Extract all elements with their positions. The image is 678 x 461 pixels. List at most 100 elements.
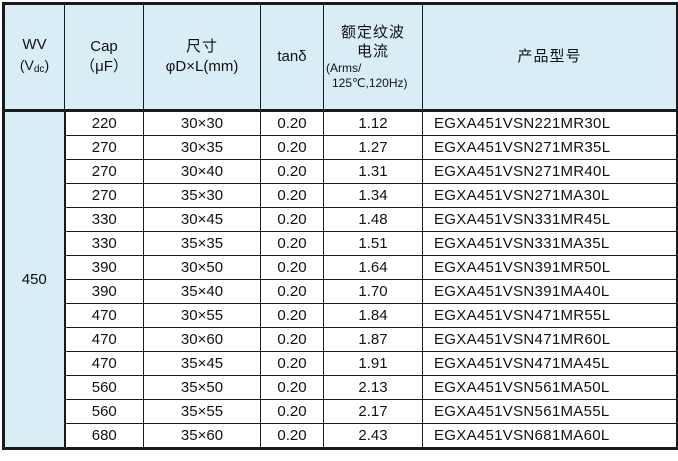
- size-cell: 35×50: [143, 375, 261, 400]
- size-cell: 30×50: [143, 255, 261, 280]
- model-number-cell: EGXA451VSN471MR60L: [422, 327, 678, 352]
- size-cell: 30×55: [143, 303, 261, 328]
- size-cell: 30×35: [143, 135, 261, 160]
- header-wv-line1: WV: [22, 35, 47, 53]
- size-cell: 35×35: [143, 231, 261, 256]
- cap-cell: 560: [64, 375, 144, 400]
- cap-cell: 270: [64, 135, 144, 160]
- header-ripple-line3: (Arms/: [326, 61, 362, 75]
- model-number-cell: EGXA451VSN391MR50L: [422, 255, 678, 280]
- header-tand-label: tanδ: [277, 48, 307, 65]
- table-row: 560 35×50 0.20 2.13 EGXA451VSN561MA50L: [4, 375, 678, 400]
- ripple-current-cell: 1.87: [323, 327, 423, 352]
- header-size-line1: 尺寸: [185, 38, 218, 55]
- header-cap-line1: Cap: [90, 38, 118, 55]
- model-number-cell: EGXA451VSN271MA30L: [422, 183, 678, 208]
- header-ripple-line4: 125℃,120Hz): [332, 76, 408, 90]
- table-row: 390 35×40 0.20 1.70 EGXA451VSN391MA40L: [4, 279, 678, 304]
- model-number-cell: EGXA451VSN681MA60L: [422, 423, 678, 449]
- model-number-cell: EGXA451VSN331MR45L: [422, 207, 678, 232]
- page: WV (Vdc) Cap （μF） 尺寸 φD×L(mm) tanδ 额定纹波: [2, 2, 678, 450]
- model-number-cell: EGXA451VSN561MA50L: [422, 375, 678, 400]
- size-cell: 35×45: [143, 351, 261, 376]
- table-row: 470 30×60 0.20 1.87 EGXA451VSN471MR60L: [4, 327, 678, 352]
- capacitor-spec-table: WV (Vdc) Cap （μF） 尺寸 φD×L(mm) tanδ 额定纹波: [2, 2, 678, 450]
- table-row: 330 35×35 0.20 1.51 EGXA451VSN331MA35L: [4, 231, 678, 256]
- ripple-current-cell: 1.64: [323, 255, 423, 280]
- table-row: 680 35×60 0.20 2.43 EGXA451VSN681MA60L: [4, 423, 678, 449]
- ripple-current-cell: 1.48: [323, 207, 423, 232]
- header-size-line2: φD×L(mm): [165, 58, 239, 75]
- header-wv: WV (Vdc): [3, 3, 65, 112]
- size-cell: 35×60: [143, 423, 261, 449]
- header-cap: Cap （μF）: [64, 3, 144, 112]
- header-model: 产品型号: [422, 3, 678, 112]
- tand-cell: 0.20: [260, 423, 324, 449]
- cap-cell: 470: [64, 351, 144, 376]
- size-cell: 35×30: [143, 183, 261, 208]
- header-ripple-line1: 额定纹波: [340, 24, 405, 41]
- ripple-current-cell: 1.91: [323, 351, 423, 376]
- header-row: WV (Vdc) Cap （μF） 尺寸 φD×L(mm) tanδ 额定纹波: [3, 3, 678, 112]
- header-wv-line2: (Vdc): [19, 56, 50, 75]
- ripple-current-cell: 1.51: [323, 231, 423, 256]
- header-ripple-line2: 电流: [356, 43, 389, 60]
- table-row: 270 30×35 0.20 1.27 EGXA451VSN271MR35L: [4, 135, 678, 160]
- table-header: WV (Vdc) Cap （μF） 尺寸 φD×L(mm) tanδ 额定纹波: [3, 3, 678, 112]
- table-row: 390 30×50 0.20 1.64 EGXA451VSN391MR50L: [4, 255, 678, 280]
- size-cell: 30×30: [143, 110, 261, 136]
- size-cell: 35×55: [143, 399, 261, 424]
- tand-cell: 0.20: [260, 375, 324, 400]
- table-row: 270 35×30 0.20 1.34 EGXA451VSN271MA30L: [4, 183, 678, 208]
- header-cap-line2: （μF）: [80, 58, 128, 75]
- cap-cell: 330: [64, 207, 144, 232]
- size-cell: 30×45: [143, 207, 261, 232]
- table-body: 450 220 30×30 0.20 1.12 EGXA451VSN221MR30…: [3, 110, 678, 449]
- ripple-current-cell: 1.84: [323, 303, 423, 328]
- tand-cell: 0.20: [260, 351, 324, 376]
- size-cell: 35×40: [143, 279, 261, 304]
- header-tand: tanδ: [260, 3, 324, 112]
- cap-cell: 470: [64, 303, 144, 328]
- ripple-current-cell: 2.17: [323, 399, 423, 424]
- cap-cell: 680: [64, 423, 144, 449]
- header-model-label: 产品型号: [517, 48, 582, 65]
- tand-cell: 0.20: [260, 303, 324, 328]
- tand-cell: 0.20: [260, 207, 324, 232]
- tand-cell: 0.20: [260, 279, 324, 304]
- cap-cell: 220: [64, 110, 144, 136]
- tand-cell: 0.20: [260, 231, 324, 256]
- ripple-current-cell: 1.70: [323, 279, 423, 304]
- ripple-current-cell: 2.43: [323, 423, 423, 449]
- table-row: 470 35×45 0.20 1.91 EGXA451VSN471MA45L: [4, 351, 678, 376]
- cap-cell: 470: [64, 327, 144, 352]
- cap-cell: 390: [64, 279, 144, 304]
- ripple-current-cell: 1.34: [323, 183, 423, 208]
- header-ripple: 额定纹波 电流 (Arms/ 125℃,120Hz): [323, 3, 423, 112]
- model-number-cell: EGXA451VSN331MA35L: [422, 231, 678, 256]
- tand-cell: 0.20: [260, 183, 324, 208]
- tand-cell: 0.20: [260, 327, 324, 352]
- size-cell: 30×40: [143, 159, 261, 184]
- model-number-cell: EGXA451VSN391MA40L: [422, 279, 678, 304]
- tand-cell: 0.20: [260, 159, 324, 184]
- ripple-current-cell: 1.31: [323, 159, 423, 184]
- tand-cell: 0.20: [260, 135, 324, 160]
- cap-cell: 270: [64, 159, 144, 184]
- model-number-cell: EGXA451VSN271MR35L: [422, 135, 678, 160]
- tand-cell: 0.20: [260, 255, 324, 280]
- model-number-cell: EGXA451VSN271MR40L: [422, 159, 678, 184]
- table-row: 450 220 30×30 0.20 1.12 EGXA451VSN221MR30…: [3, 110, 678, 449]
- table-row: 470 30×55 0.20 1.84 EGXA451VSN471MR55L: [4, 303, 678, 328]
- model-number-cell: EGXA451VSN221MR30L: [422, 110, 678, 136]
- model-number-cell: EGXA451VSN561MA55L: [422, 399, 678, 424]
- wv-merged-cell: 450: [3, 110, 66, 449]
- table-row: 270 30×40 0.20 1.31 EGXA451VSN271MR40L: [4, 159, 678, 184]
- tand-cell: 0.20: [260, 399, 324, 424]
- cap-cell: 270: [64, 183, 144, 208]
- header-size: 尺寸 φD×L(mm): [143, 3, 261, 112]
- ripple-current-cell: 1.27: [323, 135, 423, 160]
- cap-cell: 390: [64, 255, 144, 280]
- cap-cell: 330: [64, 231, 144, 256]
- table-row: 560 35×55 0.20 2.17 EGXA451VSN561MA55L: [4, 399, 678, 424]
